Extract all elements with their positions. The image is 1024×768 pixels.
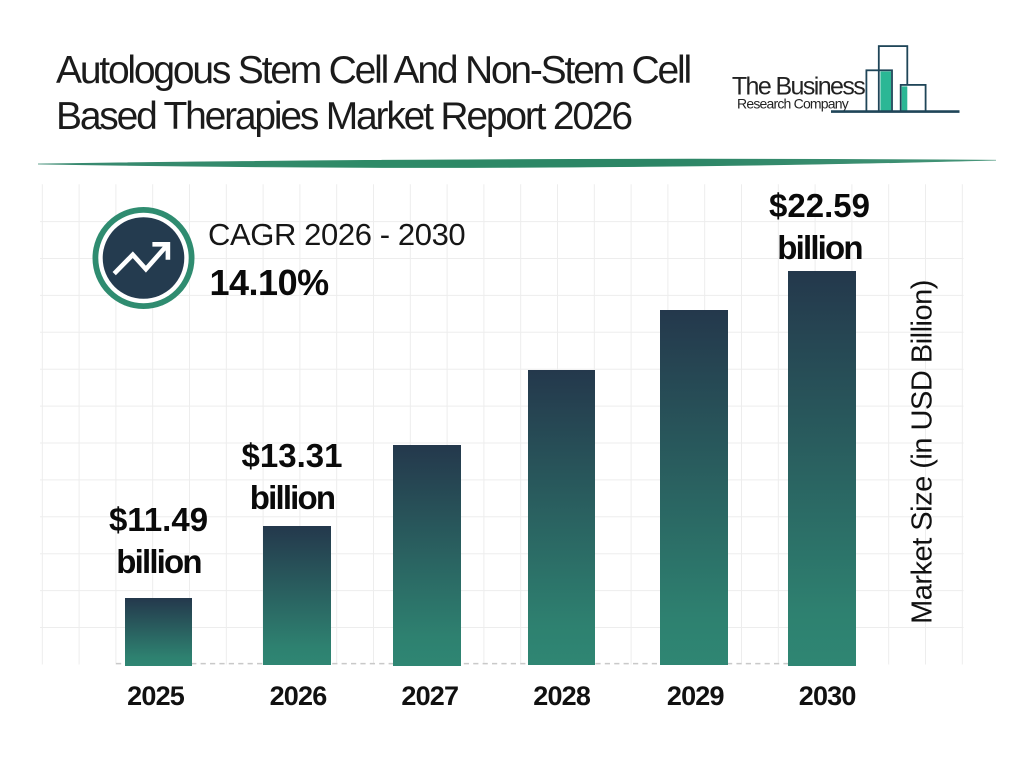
svg-text:Research Company: Research Company: [737, 96, 849, 112]
svg-text:The Business: The Business: [732, 72, 865, 100]
